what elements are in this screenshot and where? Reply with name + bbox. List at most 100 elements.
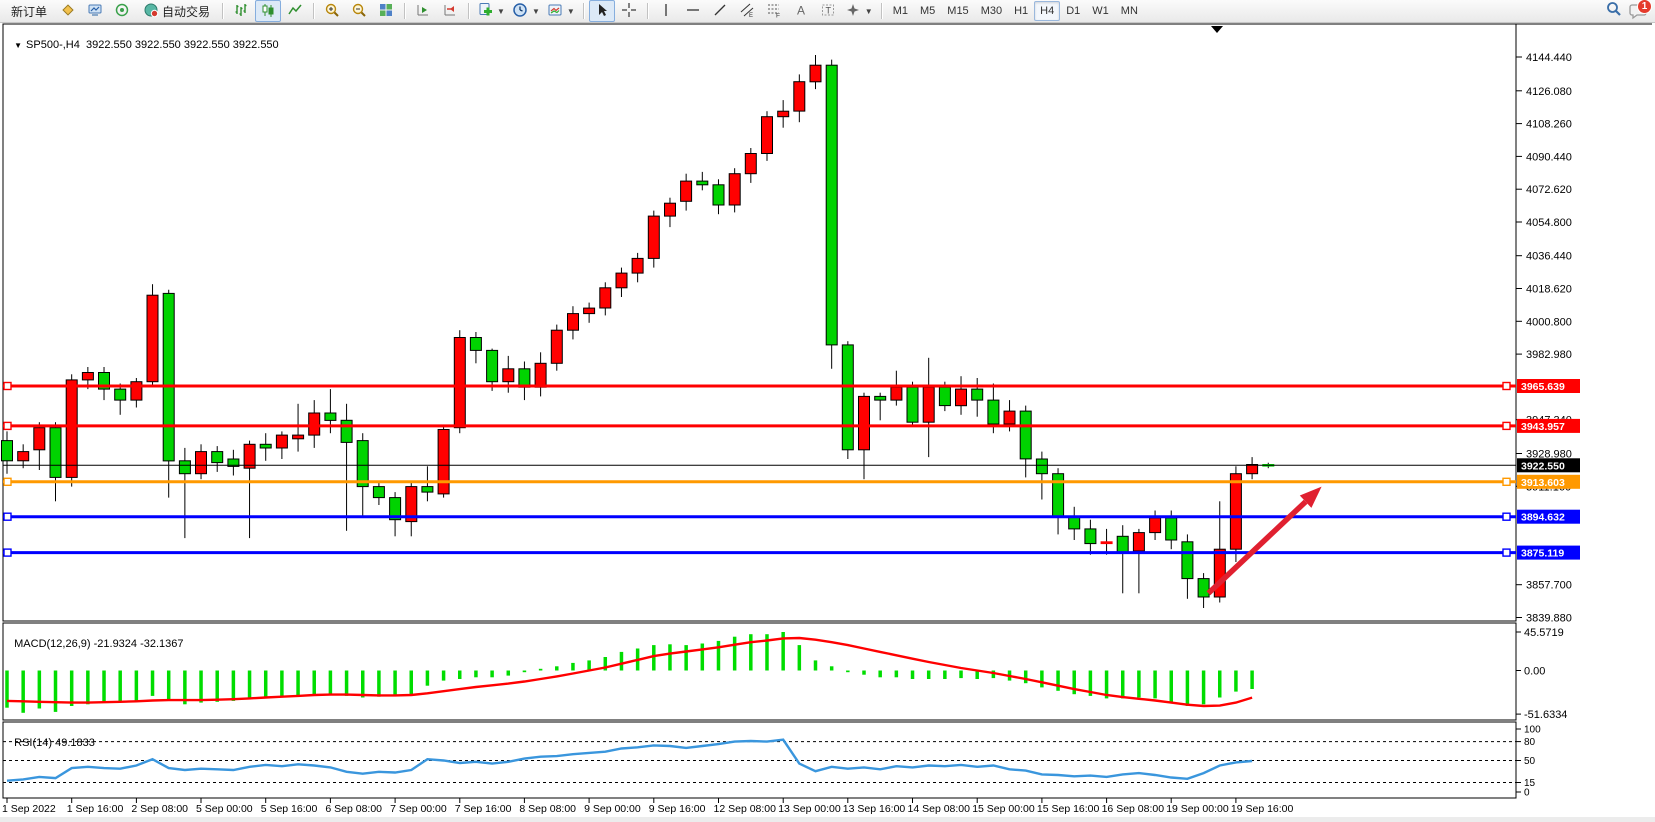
tile-windows-button[interactable]	[373, 0, 399, 22]
horizontal-line-button[interactable]	[680, 0, 706, 22]
chevron-down-icon: ▼	[497, 6, 505, 16]
market-watch-button[interactable]	[55, 0, 81, 22]
line-chart-button[interactable]	[282, 0, 308, 22]
price-level-line[interactable]	[3, 548, 1516, 557]
svg-text:0: 0	[1524, 788, 1530, 799]
zoom-in-button[interactable]	[319, 0, 345, 22]
svg-text:19 Sep 16:00: 19 Sep 16:00	[1231, 803, 1294, 815]
price-badge: 3922.550	[1517, 458, 1580, 473]
price-badge: 3943.957	[1517, 418, 1580, 433]
notifications-button[interactable]: 1	[1629, 0, 1652, 21]
notification-badge: 1	[1637, 0, 1652, 14]
svg-text:4108.260: 4108.260	[1526, 119, 1572, 131]
macd-pane[interactable]	[2, 622, 1517, 721]
terminal-button[interactable]	[82, 0, 108, 22]
svg-text:100: 100	[1524, 725, 1541, 736]
text-label-icon: T	[820, 2, 836, 21]
fibonacci-button[interactable]: F	[761, 0, 787, 22]
cursor-button[interactable]	[588, 0, 615, 22]
trendline-icon	[712, 2, 728, 21]
clock-icon	[512, 2, 528, 21]
timeframe-h4[interactable]: H4	[1034, 1, 1061, 21]
price-level-line[interactable]	[3, 512, 1516, 521]
price-level-line[interactable]	[3, 477, 1516, 486]
timeframe-w1[interactable]: W1	[1092, 5, 1109, 17]
line-handle	[1502, 512, 1511, 521]
line-handle	[3, 512, 12, 521]
svg-text:4090.440: 4090.440	[1526, 151, 1572, 163]
rsi-line	[6, 738, 1253, 782]
svg-text:2 Sep 08:00: 2 Sep 08:00	[131, 803, 188, 815]
text-icon: A	[793, 2, 809, 21]
price-level-line[interactable]	[3, 421, 1516, 431]
timeframe-mn[interactable]: MN	[1120, 5, 1138, 17]
main-pane[interactable]	[2, 23, 1517, 622]
crosshair-button[interactable]	[616, 0, 642, 22]
chart-shift-marker[interactable]	[1211, 26, 1223, 33]
autotrading-button[interactable]: 自动交易	[136, 0, 217, 22]
svg-text:15 Sep 16:00: 15 Sep 16:00	[1037, 803, 1100, 815]
signal-icon	[114, 2, 130, 21]
svg-text:4144.440: 4144.440	[1526, 52, 1572, 64]
vertical-line-icon	[658, 2, 674, 21]
macd-indicator-label: MACD(12,26,9) -21.9324 -32.1367	[14, 638, 184, 650]
toolbar-right: 1	[1605, 0, 1652, 23]
svg-text:4018.620: 4018.620	[1526, 284, 1572, 296]
svg-text:F: F	[776, 12, 780, 18]
chart-menu-icon[interactable]: ▼	[14, 41, 23, 50]
timeframe-d1[interactable]: D1	[1066, 5, 1081, 17]
equidistant-channel-button[interactable]: E	[734, 0, 760, 22]
line-handle	[1502, 421, 1511, 431]
search-icon[interactable]	[1605, 0, 1623, 23]
svg-text:9 Sep 00:00: 9 Sep 00:00	[584, 803, 641, 815]
svg-text:15 Sep 00:00: 15 Sep 00:00	[972, 803, 1035, 815]
trendline-button[interactable]	[707, 0, 733, 22]
periods-dropdown[interactable]: ▼	[509, 0, 543, 22]
timeframe-m30[interactable]: M30	[980, 5, 1003, 17]
arrows-shapes-icon	[845, 2, 861, 21]
new-order-button[interactable]: 新订单	[11, 4, 48, 19]
separator	[222, 3, 224, 19]
chart-shift-button[interactable]	[437, 0, 463, 22]
svg-text:14 Sep 08:00: 14 Sep 08:00	[908, 803, 971, 815]
price-level-line[interactable]	[3, 381, 1516, 391]
horizontal-line-icon	[685, 2, 701, 21]
svg-text:E: E	[749, 13, 753, 18]
auto-scroll-button[interactable]	[410, 0, 436, 22]
horizontal-lines[interactable]	[3, 381, 1516, 557]
symbol-period: SP500-,H4	[26, 39, 80, 51]
line-handle	[1502, 381, 1511, 391]
ohlc-values: 3922.550 3922.550 3922.550 3922.550	[85, 39, 279, 51]
separator	[582, 3, 584, 19]
zoom-out-button[interactable]	[346, 0, 372, 22]
templates-dropdown[interactable]: ▼	[544, 0, 578, 22]
price-axis[interactable]: 4144.440 4126.080 4108.260 4090.440 4072.620…	[1516, 52, 1580, 625]
signals-button[interactable]	[109, 0, 135, 22]
timeframe-m5[interactable]: M5	[920, 5, 936, 17]
gold-diamond-icon	[60, 2, 76, 21]
price-badge: 3965.639	[1517, 379, 1580, 393]
trend-arrow[interactable]	[1206, 486, 1322, 596]
bar-chart-button[interactable]	[228, 0, 254, 22]
svg-text:3857.700: 3857.700	[1526, 580, 1572, 592]
text-button[interactable]: A	[788, 0, 814, 22]
candlestick-chart-button[interactable]	[255, 0, 282, 22]
line-chart-icon	[287, 2, 303, 21]
timeframe-m15[interactable]: M15	[947, 5, 969, 17]
svg-text:3965.639: 3965.639	[1521, 381, 1565, 393]
timeframe-m1[interactable]: M1	[892, 5, 908, 17]
svg-text:9 Sep 16:00: 9 Sep 16:00	[649, 803, 706, 815]
auto-scroll-icon	[415, 2, 431, 21]
svg-text:50: 50	[1524, 756, 1536, 767]
svg-text:1 Sep 2022: 1 Sep 2022	[2, 803, 56, 815]
timeframe-h1[interactable]: H1	[1014, 5, 1029, 17]
chevron-down-icon: ▼	[566, 6, 575, 16]
line-handle	[3, 477, 12, 486]
vertical-line-button[interactable]	[653, 0, 679, 22]
new-chart-dropdown[interactable]: ▼	[474, 0, 508, 22]
arrows-shapes-dropdown[interactable]: ▼	[842, 0, 876, 22]
time-axis[interactable]: 1 Sep 2022 1 Sep 16:00 2 Sep 08:00 5 Sep 00…	[2, 798, 1294, 815]
svg-text:3839.880: 3839.880	[1526, 613, 1572, 625]
text-label-button[interactable]: T	[815, 0, 841, 22]
